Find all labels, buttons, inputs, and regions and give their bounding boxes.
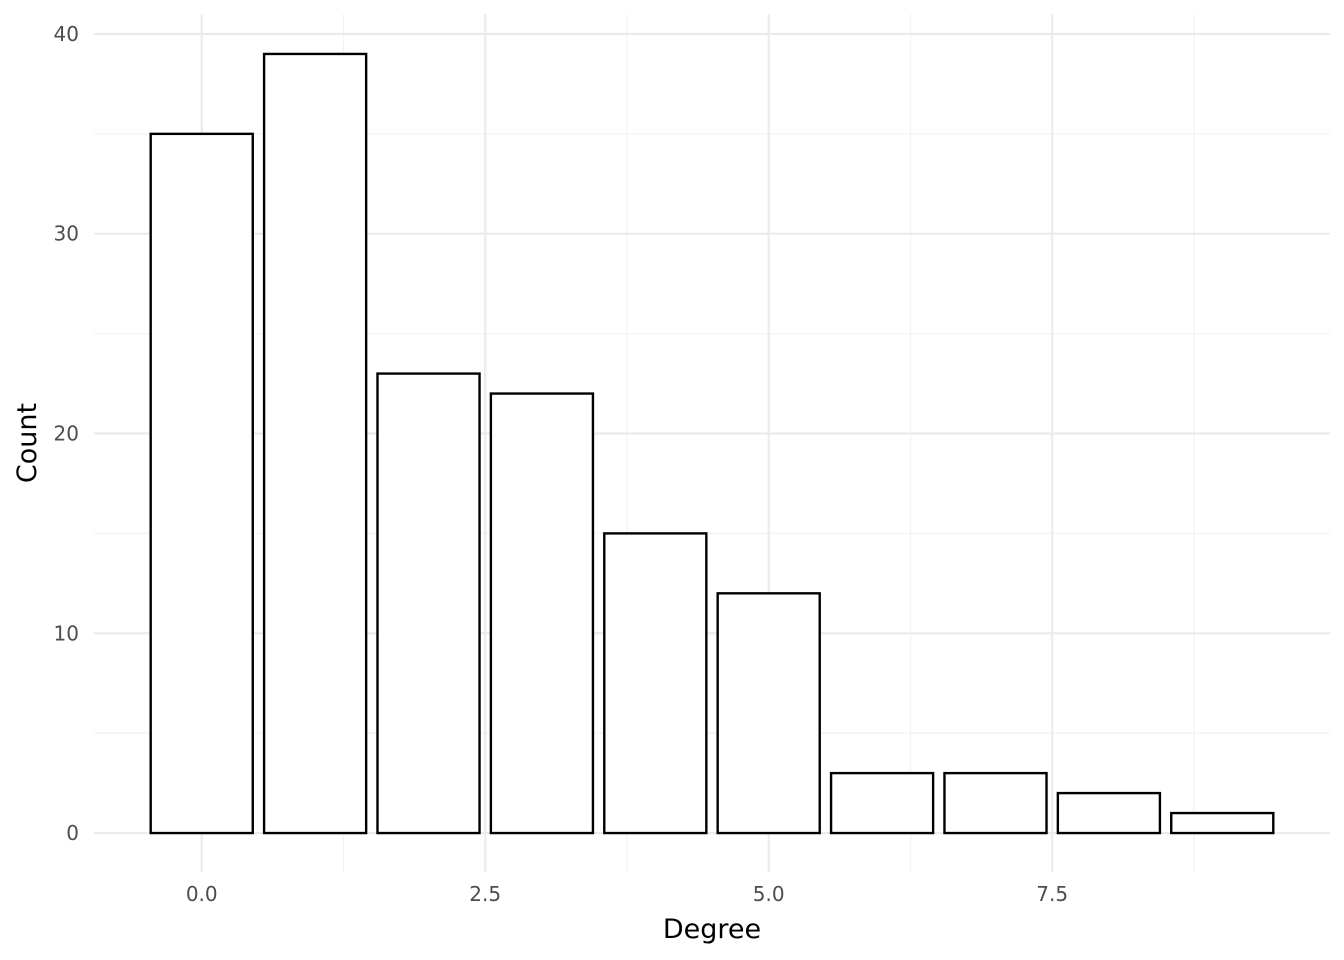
y-tick-label: 10 <box>54 621 79 645</box>
x-tick-label: 5.0 <box>753 882 785 906</box>
bar-degree-4 <box>603 532 708 835</box>
x-axis-title: Degree <box>663 914 761 945</box>
x-tick-label: 7.5 <box>1036 882 1068 906</box>
y-tick-label: 40 <box>54 22 79 46</box>
y-axis-title: Count <box>12 403 43 483</box>
bar-degree-1 <box>262 52 368 835</box>
y-tick-label: 30 <box>54 222 79 246</box>
x-tick-label: 2.5 <box>469 882 501 906</box>
y-tick-label: 20 <box>54 422 79 446</box>
bar-degree-9 <box>1170 811 1275 835</box>
bar-degree-2 <box>376 372 481 835</box>
y-axis-tick-labels: 0 10 20 30 40 <box>54 22 79 845</box>
x-axis-tick-labels: 0.0 2.5 5.0 7.5 <box>186 882 1068 906</box>
bar-degree-0 <box>149 132 254 835</box>
bar-degree-5 <box>716 592 821 835</box>
bar-degree-6 <box>829 771 935 835</box>
bar-degree-8 <box>1056 791 1162 835</box>
x-tick-label: 0.0 <box>186 882 218 906</box>
bars <box>149 52 1275 835</box>
bar-degree-3 <box>489 392 595 835</box>
y-tick-label: 0 <box>66 821 79 845</box>
bar-degree-7 <box>943 771 1048 835</box>
